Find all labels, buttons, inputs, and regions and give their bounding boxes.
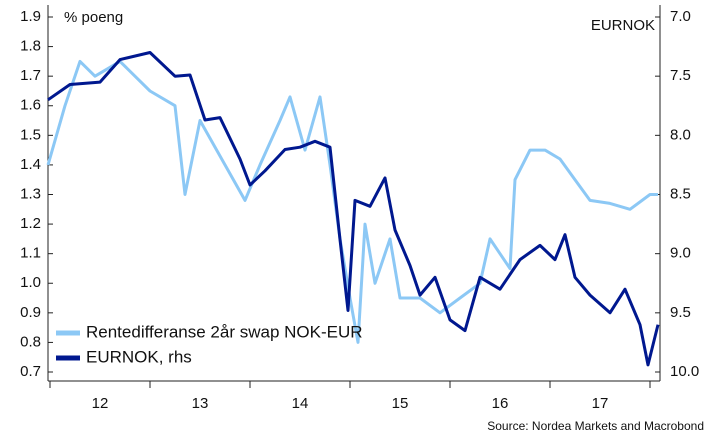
y-tick-label: 1.4 xyxy=(20,156,41,173)
y2-tick-label: 8.5 xyxy=(670,185,691,202)
right-unit: EURNOK xyxy=(591,17,655,34)
x-tick-label: 15 xyxy=(392,395,409,412)
y-tick-label: 0.7 xyxy=(20,363,41,380)
source: Source: Nordea Markets and Macrobond xyxy=(487,419,704,433)
y2-tick-label: 7.5 xyxy=(670,67,691,84)
y-tick-label: 1.0 xyxy=(20,274,41,291)
y-tick-label: 1.9 xyxy=(20,8,41,25)
y-tick-label: 0.8 xyxy=(20,333,41,350)
y2-tick-label: 8.0 xyxy=(670,126,691,143)
y-tick-label: 1.7 xyxy=(20,67,41,84)
y-tick-label: 0.9 xyxy=(20,304,41,321)
x-tick-label: 14 xyxy=(292,395,309,412)
y-tick-label: 1.5 xyxy=(20,126,41,143)
legend-label: Rentedifferanse 2år swap NOK-EUR xyxy=(86,322,363,341)
x-tick-label: 13 xyxy=(192,395,209,412)
y-tick-label: 1.1 xyxy=(20,245,41,262)
x-tick-label: 12 xyxy=(92,395,109,412)
left-unit: % poeng xyxy=(64,9,123,26)
y-tick-label: 1.3 xyxy=(20,185,41,202)
y-tick-label: 1.2 xyxy=(20,215,41,232)
y-tick-label: 1.8 xyxy=(20,38,41,55)
y2-tick-label: 10.0 xyxy=(670,363,699,380)
legend-label: EURNOK, rhs xyxy=(86,347,192,366)
x-tick-label: 16 xyxy=(492,395,509,412)
y-tick-label: 1.6 xyxy=(20,97,41,114)
y2-tick-label: 9.5 xyxy=(670,304,691,321)
y2-tick-label: 9.0 xyxy=(670,245,691,262)
series-line xyxy=(47,51,660,367)
x-tick-label: 17 xyxy=(592,395,609,412)
y2-tick-label: 7.0 xyxy=(670,8,691,25)
series-line xyxy=(46,59,658,344)
